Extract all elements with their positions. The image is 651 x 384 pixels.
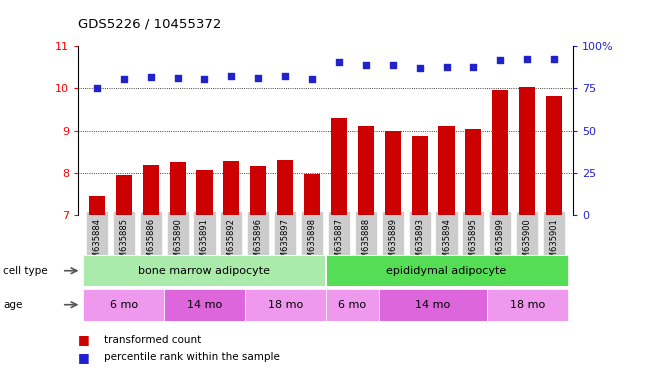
Text: 18 mo: 18 mo: [510, 300, 545, 310]
Bar: [546, 96, 562, 215]
Bar: [331, 118, 347, 215]
Text: 6 mo: 6 mo: [339, 300, 367, 310]
Text: percentile rank within the sample: percentile rank within the sample: [104, 352, 280, 362]
Point: [334, 59, 344, 65]
Bar: [223, 161, 240, 215]
FancyBboxPatch shape: [164, 289, 245, 321]
Point: [495, 56, 505, 63]
Bar: [143, 165, 159, 215]
Point: [280, 73, 290, 79]
Point: [387, 62, 398, 68]
Bar: [169, 162, 186, 215]
Text: bone marrow adipocyte: bone marrow adipocyte: [139, 266, 271, 276]
Point: [307, 76, 317, 82]
FancyBboxPatch shape: [487, 289, 568, 321]
Point: [146, 74, 156, 80]
Point: [361, 62, 371, 68]
Point: [226, 73, 236, 79]
Text: 14 mo: 14 mo: [187, 300, 222, 310]
Text: age: age: [3, 300, 23, 310]
Text: 18 mo: 18 mo: [268, 300, 303, 310]
Point: [522, 56, 533, 62]
Bar: [492, 91, 508, 215]
Point: [468, 64, 478, 70]
FancyBboxPatch shape: [326, 255, 568, 286]
Point: [253, 74, 264, 81]
Bar: [89, 196, 105, 215]
FancyBboxPatch shape: [245, 289, 326, 321]
Text: GDS5226 / 10455372: GDS5226 / 10455372: [78, 18, 221, 31]
Point: [549, 56, 559, 62]
Text: epididymal adipocyte: epididymal adipocyte: [387, 266, 506, 276]
Text: transformed count: transformed count: [104, 335, 201, 345]
Bar: [304, 174, 320, 215]
Point: [441, 64, 452, 70]
Text: cell type: cell type: [3, 266, 48, 276]
FancyBboxPatch shape: [83, 255, 326, 286]
Bar: [465, 129, 482, 215]
FancyBboxPatch shape: [83, 289, 164, 321]
FancyBboxPatch shape: [326, 289, 380, 321]
Point: [92, 85, 102, 91]
Bar: [116, 175, 132, 215]
Bar: [519, 88, 535, 215]
FancyBboxPatch shape: [380, 289, 487, 321]
Point: [199, 76, 210, 82]
Bar: [250, 167, 266, 215]
Bar: [197, 170, 213, 215]
Bar: [385, 131, 401, 215]
Bar: [411, 136, 428, 215]
Point: [173, 74, 183, 81]
Point: [118, 76, 129, 82]
Text: 14 mo: 14 mo: [415, 300, 450, 310]
Bar: [438, 126, 454, 215]
Text: 6 mo: 6 mo: [110, 300, 138, 310]
Text: ■: ■: [78, 351, 90, 364]
Bar: [277, 160, 293, 215]
Point: [415, 65, 425, 71]
Bar: [358, 126, 374, 215]
Text: ■: ■: [78, 333, 90, 346]
